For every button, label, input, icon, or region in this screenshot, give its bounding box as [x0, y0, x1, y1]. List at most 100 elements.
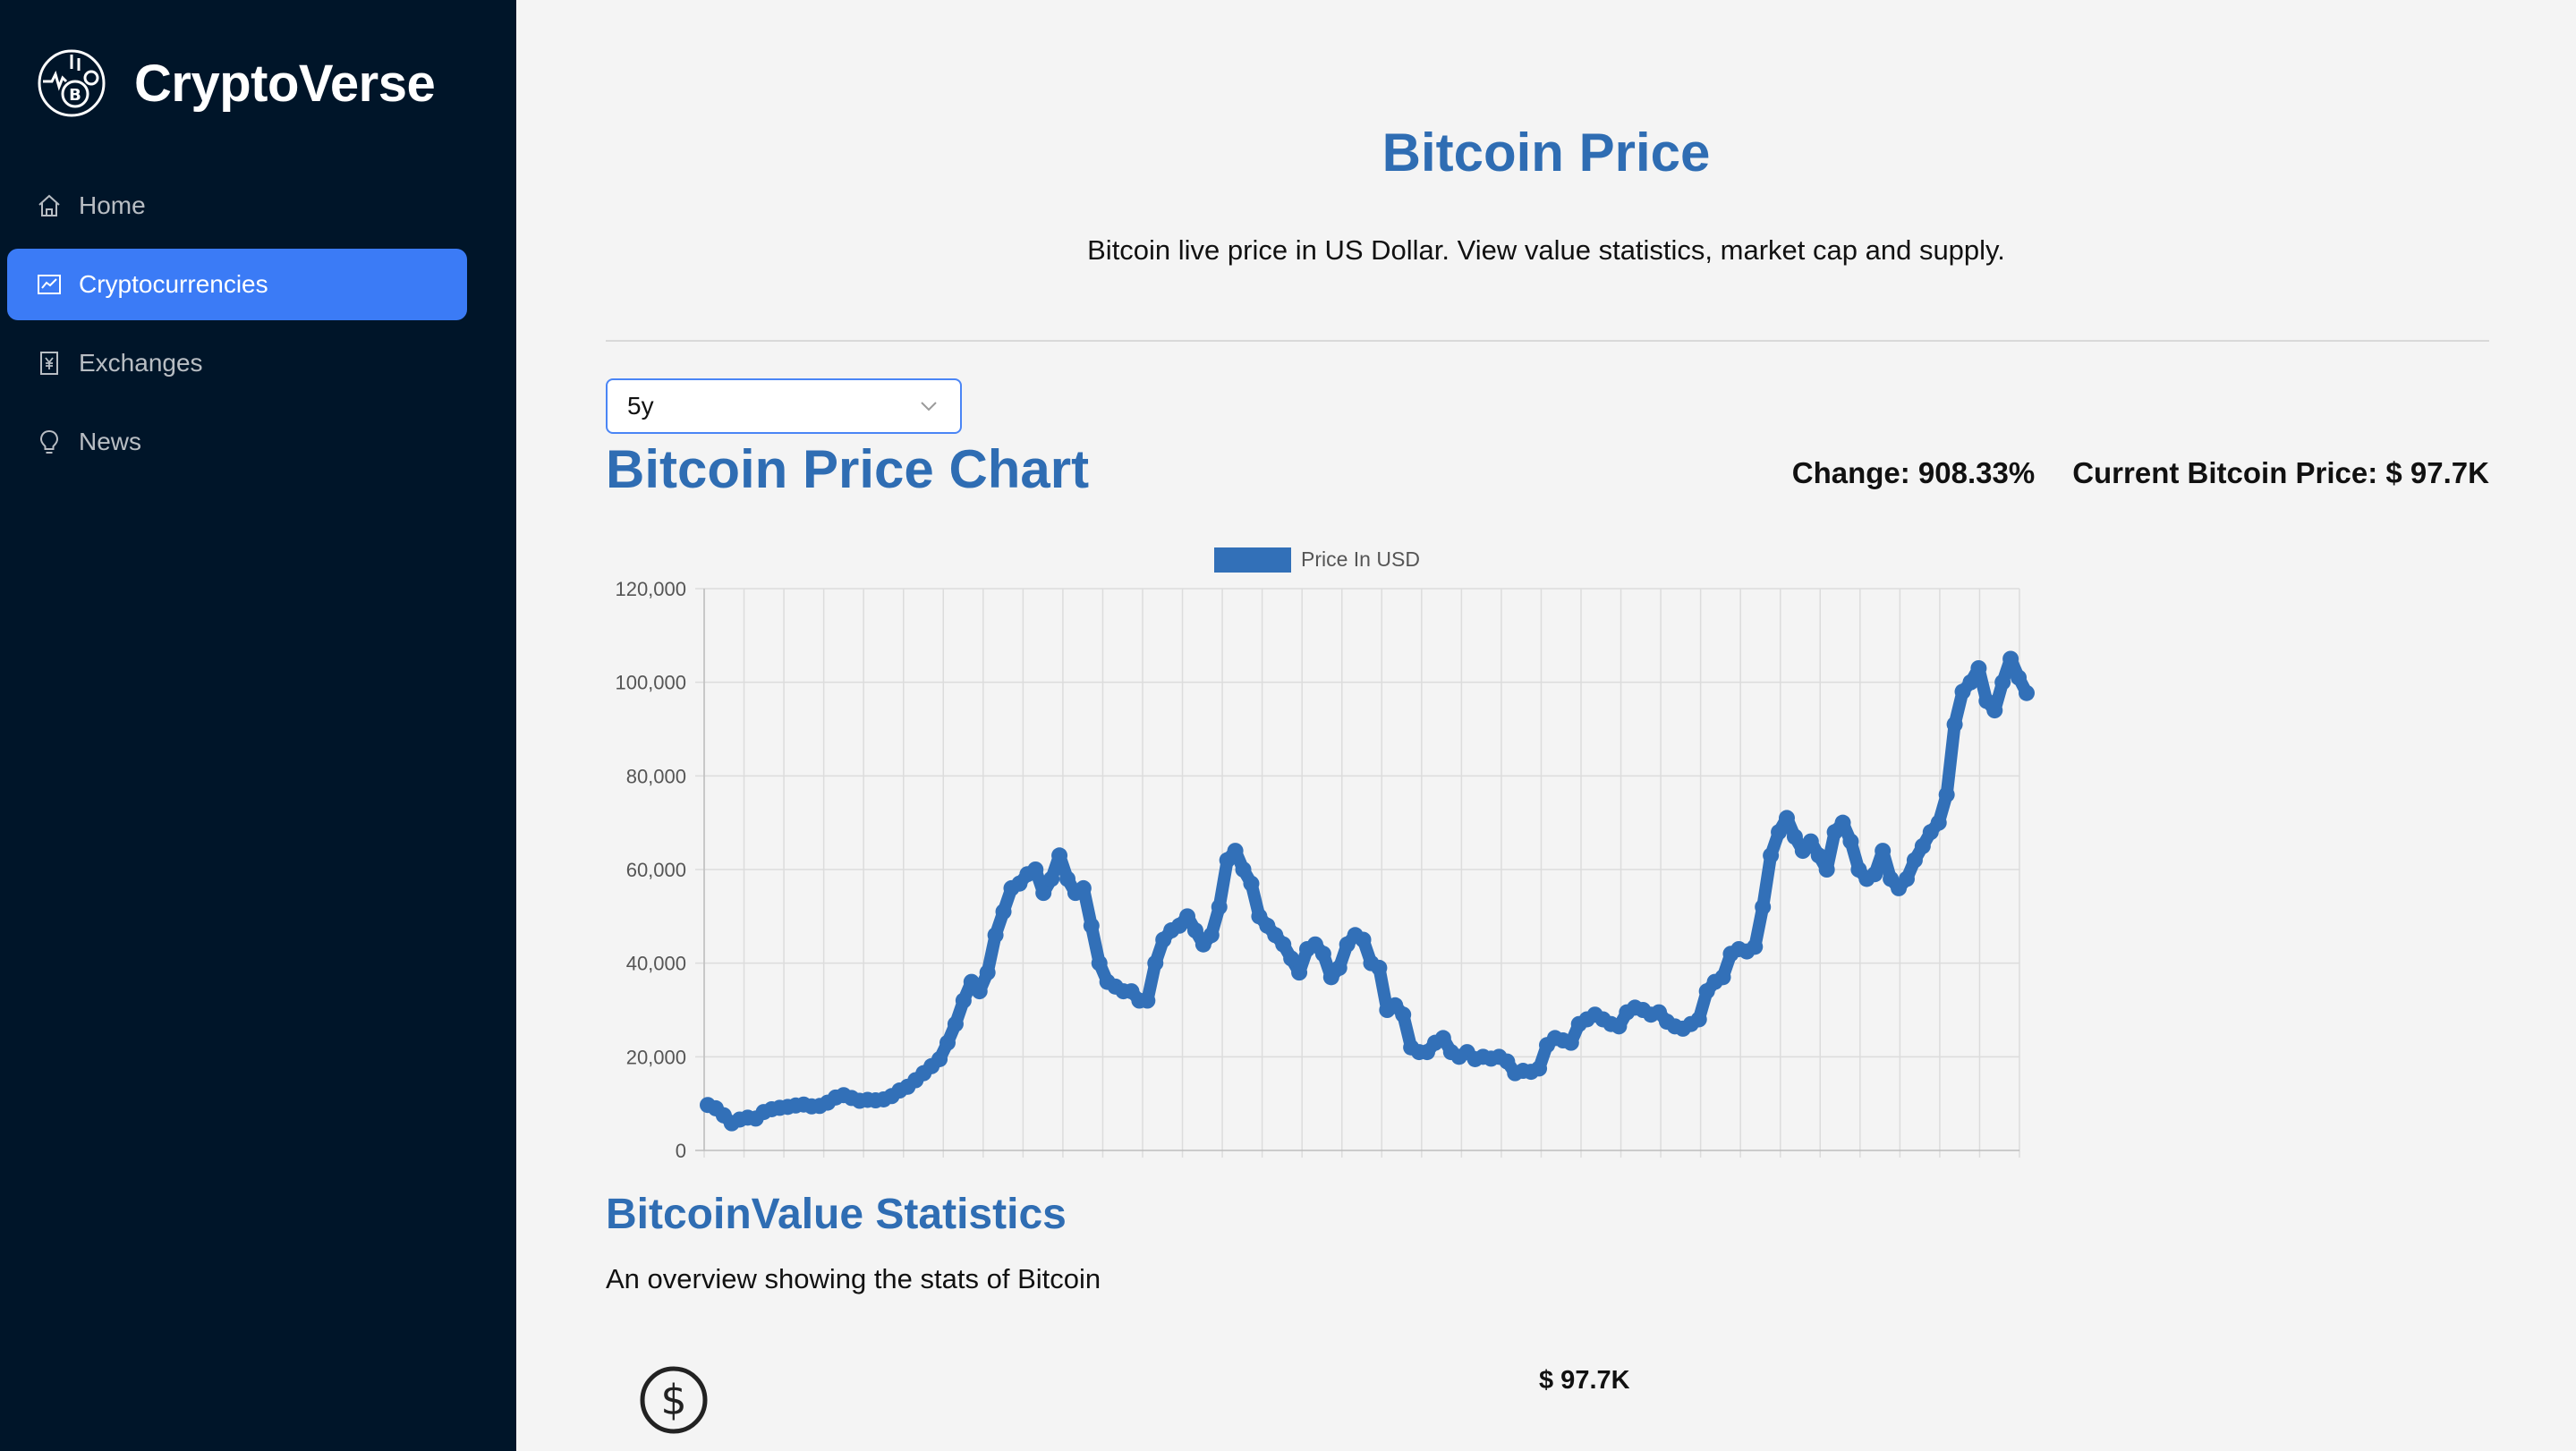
y-tick-label: 0 [676, 1140, 686, 1162]
price-point [1930, 814, 1947, 831]
legend-label: Price In USD [1301, 547, 1420, 571]
time-period-select[interactable]: 5y [606, 378, 962, 434]
price-point [1842, 833, 1859, 850]
sidebar-item-label: News [79, 428, 142, 455]
price-point [1395, 1006, 1412, 1023]
price-point [1283, 950, 1300, 967]
price-point [1866, 866, 1883, 883]
price-point [1899, 870, 1915, 887]
price-chart-svg: 0 20,000 40,000 60,000 80,000 100,000 120,000 P… [615, 547, 2035, 1162]
price-point [1035, 885, 1052, 902]
price-point [979, 964, 996, 981]
stat-value: $ 97.7K [1539, 1366, 1630, 1395]
price-point [955, 992, 972, 1009]
y-tick-label: 20,000 [626, 1046, 686, 1068]
divider [606, 340, 2489, 342]
brand[interactable]: B CryptoVerse [36, 43, 436, 123]
price-point [1314, 946, 1331, 963]
price-point [1179, 908, 1195, 925]
price-point [2002, 650, 2019, 667]
price-point [1243, 875, 1260, 892]
price-point [1714, 969, 1731, 986]
price-point [1962, 674, 1979, 691]
price-point [1914, 837, 1931, 854]
price-point [1690, 1011, 1707, 1028]
bitcoin-logo-icon: B [38, 49, 106, 117]
price-point [1786, 828, 1803, 845]
price-point [1186, 922, 1203, 939]
sidebar-item-label: Exchanges [79, 349, 203, 377]
price-point [995, 904, 1012, 921]
price-point [1203, 927, 1220, 944]
sidebar: B CryptoVerse Home Cryptocurrencies Exch… [0, 0, 516, 1451]
price-point [1355, 931, 1372, 948]
price-point [1531, 1060, 1548, 1077]
price-point [1291, 964, 1308, 981]
y-tick-label: 120,000 [615, 578, 686, 600]
price-point [1211, 898, 1228, 915]
price-point [1818, 861, 1835, 878]
sidebar-item-home[interactable]: Home [7, 170, 467, 242]
stats-subtitle: An overview showing the stats of Bitcoin [606, 1263, 1101, 1294]
page-subtitle: Bitcoin live price in US Dollar. View va… [1087, 234, 2005, 266]
price-point [947, 1015, 964, 1032]
price-point [1970, 659, 1987, 676]
price-point [1906, 852, 1923, 869]
y-tick-label: 100,000 [615, 672, 686, 694]
price-point [971, 983, 988, 1000]
price-point [1946, 716, 1963, 733]
price-change: Change: 908.33% [1791, 456, 2036, 489]
app-name: CryptoVerse [134, 54, 436, 113]
sidebar-menu: Home Cryptocurrencies Exchanges News [7, 170, 467, 485]
y-tick-label: 60,000 [626, 859, 686, 881]
price-point [1755, 898, 1772, 915]
price-point [1051, 847, 1068, 864]
price-point [1147, 955, 1164, 972]
sidebar-item-label: Home [79, 191, 146, 219]
stat-row-price: $ $ 97.7K [638, 1364, 2159, 1445]
price-point [1938, 786, 1955, 803]
price-point [1763, 847, 1780, 864]
sidebar-item-cryptocurrencies[interactable]: Cryptocurrencies [7, 249, 467, 320]
price-point [1810, 847, 1827, 864]
page-title: Bitcoin Price [1382, 123, 1711, 182]
price-line [701, 652, 2033, 1130]
dollar-circle-icon: $ [640, 1366, 708, 1434]
price-point [1043, 870, 1060, 887]
price-point [1499, 1053, 1516, 1070]
price-point [987, 927, 1004, 944]
svg-text:B: B [69, 86, 81, 105]
legend-swatch [1214, 547, 1291, 573]
price-point [1059, 870, 1075, 887]
price-point [1235, 861, 1252, 878]
svg-text:$: $ [660, 1376, 686, 1424]
sidebar-item-label: Cryptocurrencies [79, 270, 268, 298]
price-point [1562, 1034, 1579, 1051]
y-tick-label: 80,000 [626, 765, 686, 787]
money-collect-icon [36, 350, 63, 377]
price-point [1371, 959, 1388, 976]
price-point [1986, 702, 2003, 719]
price-summary: Change: 908.33% Current Bitcoin Price: $… [1792, 456, 2489, 490]
price-point [1875, 843, 1892, 860]
chart-title: Bitcoin Price Chart [606, 439, 1090, 499]
chevron-down-icon [921, 402, 937, 412]
stats-title: BitcoinValue Statistics [606, 1191, 1067, 1238]
y-tick-label: 40,000 [626, 953, 686, 975]
price-point [1275, 936, 1292, 953]
price-point [1994, 674, 2011, 691]
price-point [1091, 955, 1108, 972]
price-point [939, 1034, 956, 1051]
current-price: Current Bitcoin Price: $ 97.7K [2072, 456, 2489, 489]
price-point [1434, 1030, 1451, 1047]
price-point [1771, 824, 1788, 841]
sidebar-item-exchanges[interactable]: Exchanges [7, 327, 467, 399]
price-point [1331, 959, 1348, 976]
main-content: Bitcoin Price Bitcoin live price in US D… [516, 0, 2576, 1451]
home-icon [36, 192, 63, 219]
fund-icon [36, 271, 63, 298]
price-chart: 0 20,000 40,000 60,000 80,000 100,000 120,000 P… [606, 537, 2073, 1163]
sidebar-item-news[interactable]: News [7, 406, 467, 478]
price-point [1139, 992, 1156, 1009]
price-point [1075, 879, 1092, 896]
